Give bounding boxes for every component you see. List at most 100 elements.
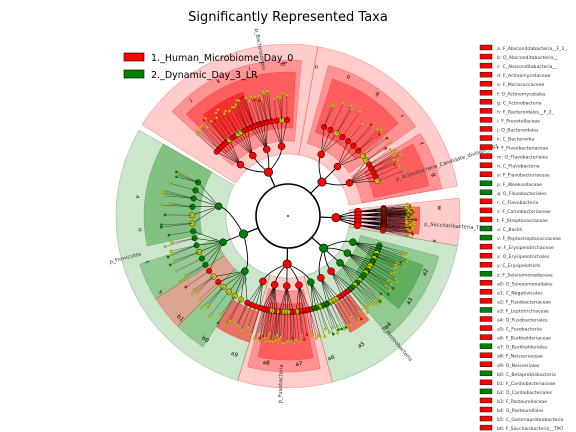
sector-bacilli (139, 238, 225, 300)
branch (193, 276, 214, 290)
genus-node (224, 109, 228, 113)
genus-node (267, 332, 271, 335)
genus-node (331, 332, 335, 336)
group-legend: 1._Human_Microbiome_Day_0 2._Dynamic_Day_… (123, 52, 293, 81)
genus-node (262, 91, 266, 95)
branch (199, 281, 219, 300)
branch (213, 270, 245, 277)
branch (383, 217, 413, 219)
clade-letter: b1 (175, 314, 185, 324)
branch (329, 302, 345, 330)
key-swatch (479, 280, 493, 286)
key-swatch (479, 171, 493, 177)
genus-node (244, 96, 247, 100)
branch (299, 311, 305, 340)
key-label: a2: F_Fusobacteriaceae (497, 299, 551, 305)
branch (339, 262, 364, 276)
branch (371, 263, 392, 274)
genus-node (239, 97, 243, 101)
branch (214, 120, 230, 140)
genus-node (277, 337, 281, 341)
branch (282, 311, 286, 344)
genus-node (370, 298, 374, 302)
branch (259, 309, 266, 332)
branch (383, 210, 409, 214)
branch (234, 271, 246, 296)
sector-actinomycetales (363, 143, 430, 199)
branch (259, 309, 266, 341)
cladogram-tree (159, 89, 418, 346)
branch (309, 309, 317, 339)
key-label: r: C_Flavobacteria (497, 200, 539, 206)
branch (383, 208, 409, 211)
key-label: k: C_Bacteroidia (497, 137, 534, 143)
branch (337, 150, 359, 167)
branch (169, 203, 193, 207)
branch (310, 282, 323, 306)
key-swatch (479, 80, 493, 87)
genus-node (204, 117, 208, 120)
branch (319, 306, 330, 333)
key-label: a6: F_Burkholderiaceae (497, 336, 551, 342)
branch (269, 284, 275, 311)
branch (176, 171, 199, 183)
branch (365, 272, 390, 291)
branch (277, 96, 282, 121)
genus-node (410, 231, 414, 235)
branch (368, 267, 389, 281)
branch (379, 245, 405, 255)
branch (359, 280, 382, 300)
branch (298, 285, 300, 312)
branch (218, 148, 241, 165)
branch (200, 286, 224, 309)
branch (265, 310, 273, 342)
key-swatch (479, 62, 493, 69)
branch (176, 176, 199, 183)
genus-node (172, 259, 176, 263)
branch (168, 231, 194, 236)
genus-node (283, 342, 287, 346)
genus-node (300, 334, 303, 337)
genus-node (349, 104, 353, 108)
key-label: i: F_Prevotellaceae (497, 118, 540, 124)
key-label: n: C_Flavobacteria (497, 164, 540, 170)
genus-node (184, 285, 188, 289)
legend-swatch (123, 69, 145, 79)
branch (192, 206, 219, 224)
genus-node (174, 269, 178, 273)
genus-node (235, 99, 239, 102)
genus-node (184, 273, 187, 277)
genus-node (288, 340, 292, 344)
genus-node (162, 189, 165, 192)
branch (226, 141, 241, 165)
genus-node (381, 136, 385, 140)
class-node (333, 162, 342, 171)
clade-letter: a4 (384, 321, 394, 330)
clade-letter: n (314, 64, 319, 71)
clade-letter: a8 (262, 360, 270, 367)
branch (200, 127, 220, 150)
key-swatch (479, 180, 493, 186)
branch (175, 258, 202, 272)
branch (267, 284, 275, 310)
key-swatch (479, 117, 493, 123)
branch (229, 110, 242, 133)
branch (161, 223, 193, 228)
genus-node (386, 292, 390, 296)
branch (383, 212, 412, 216)
branch (250, 127, 267, 150)
key-label: b3: F_Pasteurellaceae (497, 399, 547, 405)
key-swatch (479, 379, 493, 386)
branch (361, 277, 381, 294)
clade-letter: r (399, 114, 405, 120)
genus-node (391, 286, 395, 290)
key-label: b2: O_Cardiobacteriales (497, 390, 553, 396)
key-swatch (479, 108, 493, 114)
branch (347, 252, 373, 262)
class-node (349, 238, 357, 246)
clade-letter: a2 (422, 268, 430, 277)
branch (349, 172, 374, 184)
key-swatch (479, 289, 493, 295)
clade-letter: f (418, 142, 425, 147)
branch (338, 297, 352, 318)
